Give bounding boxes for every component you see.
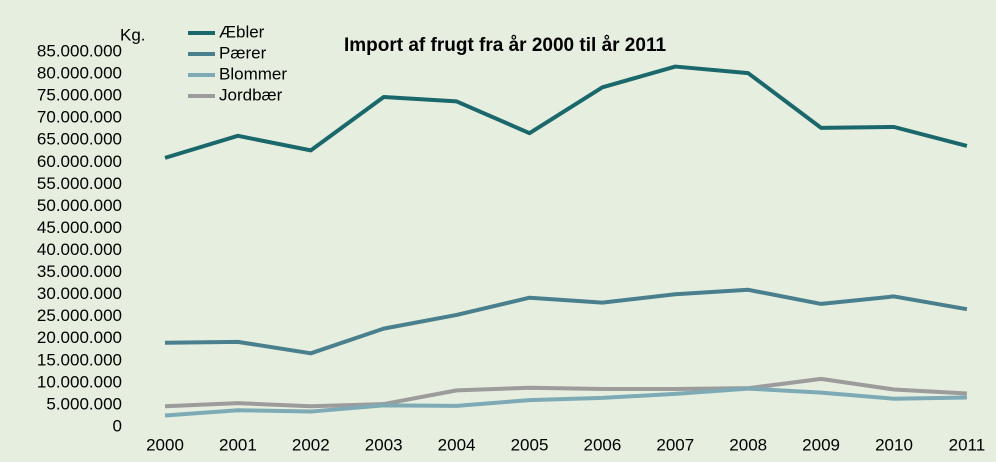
y-tick-label: 30.000.000	[37, 284, 122, 303]
y-tick-label: 60.000.000	[37, 152, 122, 171]
x-tick-label: 2001	[219, 435, 257, 454]
chart-title: Import af frugt fra år 2000 til år 2011	[344, 35, 667, 56]
series-line	[164, 376, 968, 409]
y-tick-label: 15.000.000	[37, 350, 122, 369]
x-tick-label: 2010	[875, 435, 913, 454]
y-tick-label: 75.000.000	[37, 86, 122, 105]
y-tick-label: 5.000.000	[46, 394, 122, 413]
x-tick-label: 2009	[802, 435, 840, 454]
x-tick-label: 2004	[438, 435, 476, 454]
x-tick-label: 2007	[656, 435, 694, 454]
x-tick-label: 2008	[729, 435, 767, 454]
legend-label: Jordbær	[219, 85, 283, 104]
series-line	[164, 287, 968, 356]
y-tick-label: 65.000.000	[37, 130, 122, 149]
y-tick-label: 55.000.000	[37, 174, 122, 193]
y-tick-label: 50.000.000	[37, 196, 122, 215]
y-tick-label: 25.000.000	[37, 306, 122, 325]
y-tick-label: 45.000.000	[37, 218, 122, 237]
y-tick-label: 80.000.000	[37, 64, 122, 83]
legend-label: Blommer	[219, 64, 287, 83]
y-tick-label: 10.000.000	[37, 372, 122, 391]
legend-label: Æbler	[219, 22, 265, 41]
y-tick-label: 35.000.000	[37, 262, 122, 281]
y-tick-label: 70.000.000	[37, 108, 122, 127]
series-line	[164, 64, 968, 160]
y-axis-label: Kg.	[120, 25, 146, 44]
x-tick-label: 2011	[949, 435, 986, 454]
x-tick-label: 2002	[292, 435, 330, 454]
x-tick-label: 2003	[365, 435, 403, 454]
series-line	[164, 386, 967, 418]
x-tick-label: 2006	[583, 435, 621, 454]
y-tick-label: 40.000.000	[37, 240, 122, 259]
y-tick-label: 0	[113, 416, 122, 435]
x-tick-label: 2005	[511, 435, 549, 454]
x-tick-label: 2000	[146, 435, 184, 454]
legend-label: Pærer	[219, 43, 267, 62]
y-tick-label: 85.000.000	[37, 41, 122, 60]
y-tick-label: 20.000.000	[37, 328, 122, 347]
